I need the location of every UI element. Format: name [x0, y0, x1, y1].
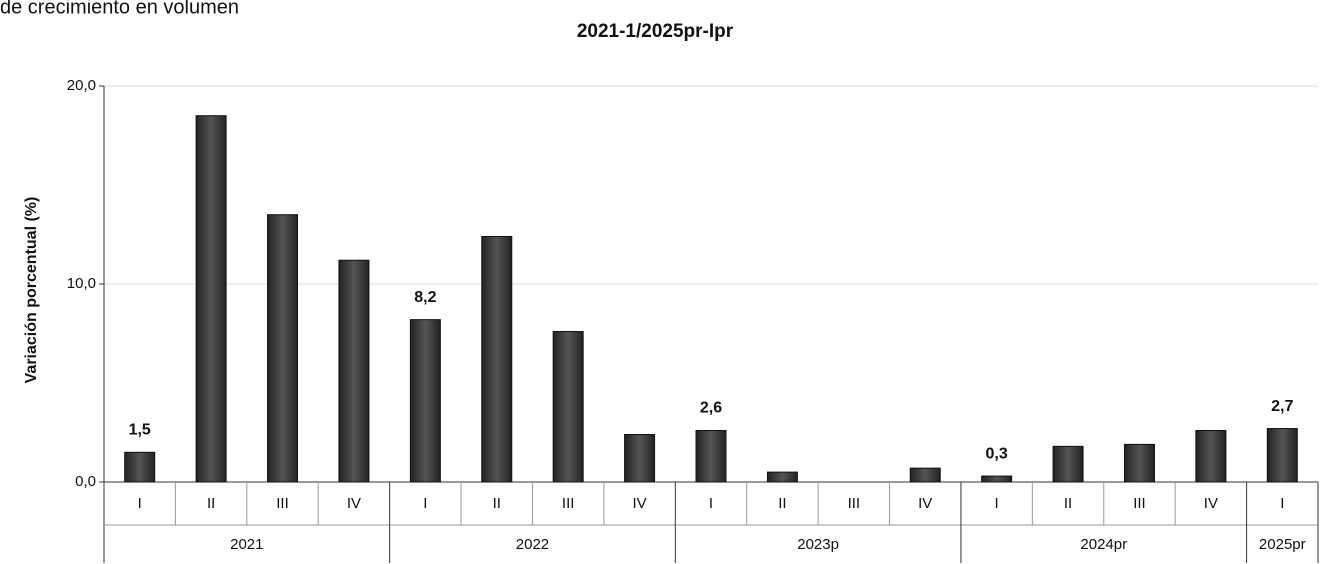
group-label: 2023p: [797, 536, 839, 553]
chart-title: 2021-1/2025pr-Ipr: [577, 21, 734, 42]
bar: [409, 319, 441, 483]
bar: [195, 115, 227, 483]
bar: [124, 451, 156, 483]
bar: [695, 430, 727, 483]
group-label: 2022: [516, 536, 549, 553]
x-tick-label: IV: [347, 495, 361, 512]
bar: [1195, 430, 1227, 483]
bar: [1266, 428, 1298, 483]
bar: [1052, 445, 1084, 483]
bar: [338, 259, 370, 483]
bar: [981, 475, 1013, 483]
group-label: 2024pr: [1080, 536, 1127, 553]
x-tick-label: I: [138, 495, 142, 512]
data-label: 2,7: [1271, 398, 1293, 415]
data-label: 2,6: [700, 400, 722, 417]
x-tick-label: III: [276, 495, 289, 512]
x-tick-label: III: [848, 495, 861, 512]
bar: [481, 235, 513, 483]
bar: [766, 471, 798, 483]
x-tick-label: I: [709, 495, 713, 512]
data-label: 1,5: [129, 422, 151, 439]
y-tick-label: 0,0: [75, 473, 96, 490]
bar: [552, 331, 584, 483]
x-tick-label: III: [1133, 495, 1146, 512]
x-tick-label: I: [423, 495, 427, 512]
chart-subtitle: de crecimiento en volumen: [0, 0, 239, 18]
bar: [909, 467, 941, 483]
group-label: 2021: [230, 536, 263, 553]
group-label: 2025pr: [1259, 536, 1306, 553]
bar: [267, 214, 299, 483]
x-tick-label: III: [562, 495, 575, 512]
bar: [624, 433, 656, 483]
y-axis-label: Variación porcentual (%): [23, 197, 40, 384]
x-tick-label: I: [995, 495, 999, 512]
data-label: 8,2: [414, 289, 436, 306]
x-tick-label: II: [207, 495, 215, 512]
y-tick-label: 10,0: [67, 275, 96, 292]
x-tick-label: I: [1280, 495, 1284, 512]
x-tick-label: II: [493, 495, 501, 512]
x-tick-label: IV: [918, 495, 932, 512]
data-label: 0,3: [986, 445, 1008, 462]
x-tick-label: II: [778, 495, 786, 512]
y-tick-label: 20,0: [67, 77, 96, 94]
x-tick-label: IV: [1204, 495, 1218, 512]
x-tick-label: II: [1064, 495, 1072, 512]
bar: [1123, 443, 1155, 483]
x-tick-label: IV: [632, 495, 646, 512]
